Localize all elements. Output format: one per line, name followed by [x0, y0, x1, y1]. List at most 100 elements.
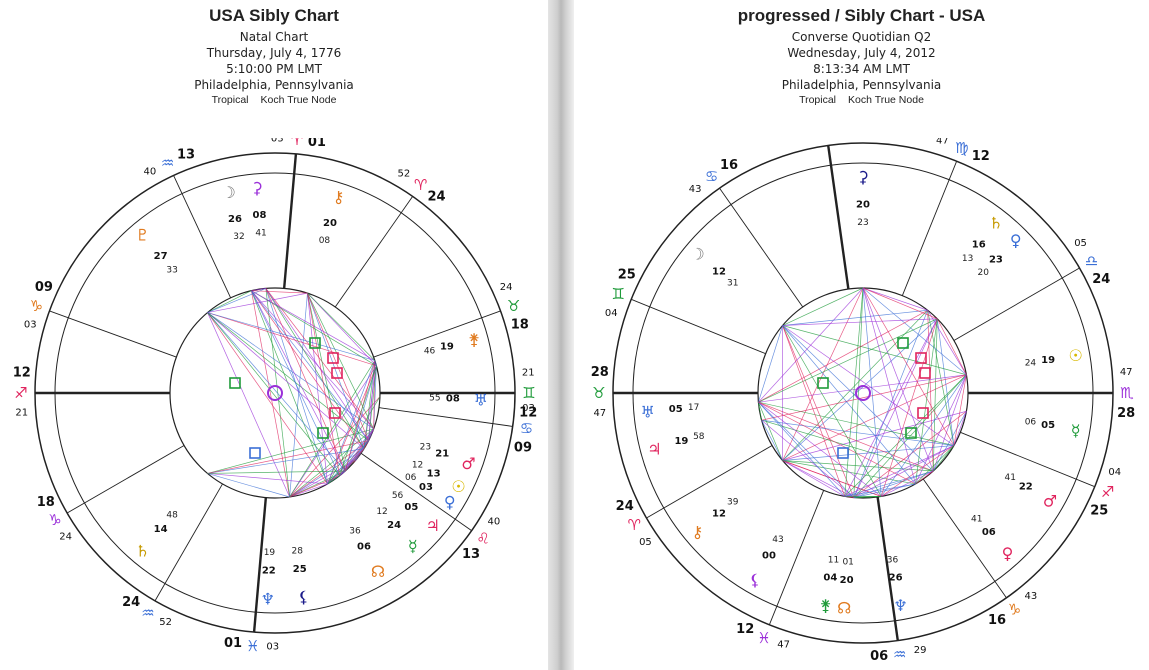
house-cusp-line — [49, 310, 177, 358]
planet-minute: 31 — [727, 279, 738, 289]
aspect-line — [251, 290, 290, 498]
planet-minute: 12 — [376, 507, 387, 517]
house-cusp-line — [334, 196, 414, 308]
planet-glyph-icon: ⚳ — [857, 168, 869, 187]
chart-date: Wednesday, July 4, 2012 — [787, 46, 936, 60]
aspect-square-icon — [817, 377, 829, 389]
aspect-line — [844, 483, 916, 497]
planet-glyph-icon: ♀ — [1002, 544, 1014, 563]
aspect-line — [782, 325, 846, 497]
house-cusp-line — [901, 161, 958, 296]
aspect-line — [207, 312, 377, 367]
aspect-square-icon — [317, 427, 329, 439]
planet-glyph-icon: ⚵ — [820, 596, 832, 615]
aspect-square-icon — [249, 447, 261, 459]
cusp-sign-icon: ♈ — [628, 516, 641, 534]
cusp-degree: 24 — [1092, 272, 1110, 287]
planet-glyph-icon: ♃ — [647, 439, 661, 458]
cusp-sign-icon: ♋ — [520, 419, 533, 437]
aspect-glyphs — [817, 337, 931, 459]
cusp-degree: 25 — [618, 268, 636, 283]
aspect-line — [758, 401, 846, 497]
planet-minute: 06 — [405, 473, 417, 483]
cusp-sign-icon: ♑ — [1008, 600, 1021, 618]
aspect-line — [289, 428, 374, 498]
aspect-line — [251, 290, 374, 430]
cusp-minute: 03 — [271, 138, 284, 145]
node-cluster — [855, 385, 871, 401]
aspect-line — [761, 374, 967, 421]
house-cusp-line — [631, 298, 766, 355]
cusp-minute: 04 — [1108, 467, 1121, 478]
planet-glyph-icon: ♆ — [261, 589, 275, 608]
cusp-sign-icon: ♊ — [611, 285, 624, 303]
cusp-minute: 24 — [500, 282, 513, 293]
planet-minute: 36 — [349, 527, 361, 537]
planet-degree: 26 — [889, 573, 903, 584]
house-system: Koch True Node — [848, 94, 924, 106]
chart-title: progressed / Sibly Chart - USA — [737, 6, 986, 25]
cusp-degree: 13 — [177, 148, 195, 163]
cusp-sign-icon: ♋ — [705, 168, 718, 186]
cusp-minute: 03 — [24, 320, 37, 331]
cusp-minute: 05 — [639, 537, 652, 548]
house-cusp-line — [827, 145, 850, 290]
cusp-minute: 47 — [777, 639, 790, 650]
cusp-sign-icon: ♌ — [820, 138, 833, 141]
cusp-degree: 09 — [514, 440, 532, 455]
chart-place: Philadelphia, Pennsylvania — [781, 78, 942, 92]
aspect-line — [207, 312, 328, 485]
aspect-line — [758, 401, 934, 472]
planet-degree: 19 — [674, 436, 688, 447]
zodiac-type: Tropical — [799, 94, 837, 106]
aspect-line — [339, 470, 346, 477]
planet-minute: 28 — [292, 546, 304, 556]
cusp-minute: 52 — [159, 617, 172, 628]
house-cusp-line — [360, 452, 472, 532]
planet-degree: 05 — [1041, 420, 1055, 431]
planet-degree: 19 — [440, 341, 454, 352]
aspect-line — [207, 428, 374, 474]
cusp-minute: 29 — [914, 645, 927, 656]
planet-minute: 06 — [1025, 418, 1037, 428]
cusp-minute: 21 — [522, 368, 535, 379]
planet-glyph-icon: ♆ — [893, 596, 907, 615]
planet-glyph-icon: ♃ — [426, 516, 440, 535]
aspect-line — [344, 365, 377, 472]
aspect-line — [207, 448, 365, 474]
aspect-line — [844, 318, 938, 497]
aspect-line — [251, 290, 346, 472]
aspect-line — [880, 374, 967, 497]
planet-glyph-icon: ♂ — [461, 454, 475, 473]
cusp-sign-icon: ♓ — [757, 629, 770, 647]
aspect-line — [782, 287, 864, 461]
planet-degree: 22 — [262, 565, 276, 576]
planet-degree: 20 — [840, 575, 854, 586]
planet-degree: 12 — [712, 267, 726, 278]
aspect-line — [207, 312, 375, 361]
planet-glyph-icon: ☉ — [1069, 346, 1083, 365]
aspect-line — [782, 310, 928, 461]
planet-degree: 05 — [669, 404, 683, 415]
cusp-minute: 47 — [593, 408, 606, 419]
node-cluster — [267, 385, 283, 401]
cusp-minute: 52 — [398, 169, 411, 180]
planet-minute: 19 — [264, 548, 276, 558]
cusp-sign-icon: ♒ — [141, 604, 154, 622]
planet-glyph-icon: ♅ — [474, 391, 488, 410]
planet-minute: 24 — [1025, 358, 1037, 368]
cusp-minute: 29 — [799, 138, 812, 141]
planet-glyph-icon: ☿ — [1071, 421, 1081, 440]
cusp-degree: 01 — [308, 138, 326, 150]
planet-minute: 17 — [688, 403, 699, 413]
cusp-minute: 43 — [689, 184, 702, 195]
house-system: Koch True Node — [260, 94, 337, 106]
planet-degree: 27 — [154, 251, 168, 262]
house-cusp-line — [173, 175, 232, 299]
aspect-line — [915, 374, 967, 485]
cusp-minute: 43 — [1025, 591, 1038, 602]
cusp-minute: 21 — [15, 407, 28, 418]
cusp-degree: 12 — [519, 405, 537, 420]
house-cusp-line — [66, 445, 185, 514]
aspect-line — [207, 473, 290, 498]
